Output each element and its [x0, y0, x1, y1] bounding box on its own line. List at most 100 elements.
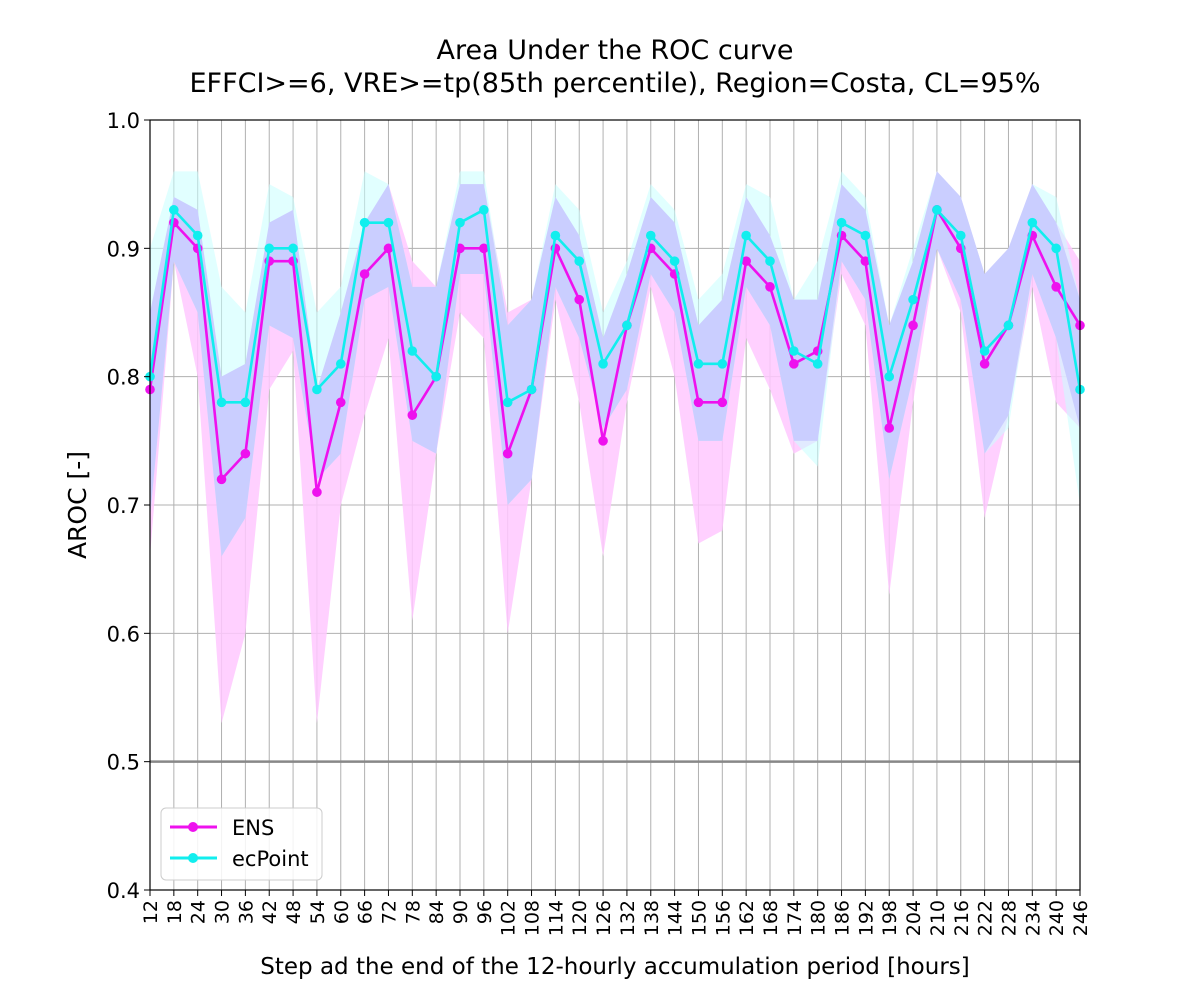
point-ecpoint — [860, 230, 871, 241]
y-axis-label: AROC [-] — [63, 451, 92, 559]
point-ecpoint — [526, 384, 537, 395]
x-axis-label: Step ad the end of the 12-hourly accumul… — [260, 954, 969, 980]
chart-subtitle: EFFCI>=6, VRE>=tp(85th percentile), Regi… — [189, 68, 1040, 99]
point-ecpoint — [550, 230, 561, 241]
point-ens — [860, 256, 871, 266]
x-tick-label: 42 — [259, 900, 281, 924]
point-ecpoint — [169, 205, 179, 215]
point-ecpoint — [1027, 217, 1038, 228]
x-tick-label: 18 — [164, 900, 186, 924]
point-ecpoint — [812, 359, 823, 369]
x-tick-label: 66 — [355, 900, 377, 924]
y-axis-ticks: 0.4 0.5 0.6 0.7 0.8 0.9 1.0 — [107, 109, 150, 903]
point-ecpoint — [765, 256, 775, 266]
x-tick-label: 144 — [665, 900, 687, 936]
point-ecpoint — [240, 397, 251, 408]
point-ecpoint — [1051, 243, 1061, 254]
band-overlap — [150, 171, 1080, 557]
point-ecpoint — [836, 217, 847, 228]
x-tick-label: 90 — [450, 900, 472, 924]
y-tick-label: 0.5 — [107, 751, 140, 775]
point-ecpoint — [312, 384, 322, 395]
x-tick-label: 204 — [903, 900, 925, 936]
x-tick-label: 222 — [975, 900, 997, 936]
y-tick-label: 0.9 — [107, 237, 140, 261]
x-tick-label: 192 — [855, 900, 877, 936]
y-tick-label: 0.6 — [107, 622, 140, 646]
y-tick-label: 0.7 — [107, 494, 140, 518]
legend-marker-ens — [188, 822, 198, 832]
x-tick-label: 168 — [760, 900, 782, 936]
x-tick-label: 120 — [569, 900, 591, 936]
point-ens — [789, 359, 799, 369]
point-ecpoint — [216, 397, 227, 408]
point-ecpoint — [884, 371, 895, 382]
point-ecpoint — [288, 243, 298, 254]
point-ens — [502, 448, 513, 459]
point-ecpoint — [789, 346, 799, 356]
point-ecpoint — [645, 230, 656, 241]
point-ecpoint — [502, 397, 513, 408]
point-ecpoint — [431, 371, 441, 382]
x-tick-label: 102 — [498, 900, 520, 936]
x-axis-ticks: 12 18 24 30 36 42 48 54 60 66 72 78 84 90 96 102 108 114 1… — [140, 890, 1092, 936]
point-ecpoint — [407, 346, 418, 356]
series-line-ens — [148, 208, 1082, 494]
point-ens — [979, 359, 990, 369]
x-tick-label: 132 — [617, 900, 639, 936]
point-ecpoint — [717, 359, 728, 369]
point-ecpoint — [669, 256, 680, 266]
x-tick-label: 12 — [140, 900, 162, 924]
point-ens — [574, 294, 585, 305]
point-ecpoint — [455, 217, 465, 228]
point-ens — [216, 474, 227, 485]
point-ecpoint — [479, 205, 489, 215]
point-ecpoint — [383, 217, 394, 228]
y-tick-label: 0.8 — [107, 366, 140, 390]
chart-title: Area Under the ROC curve — [436, 35, 793, 66]
point-ecpoint — [741, 230, 751, 241]
legend-label-ecpoint: ecPoint — [232, 847, 309, 871]
series-lines — [145, 205, 1085, 497]
point-ens — [741, 256, 751, 266]
point-ecpoint — [955, 230, 966, 241]
x-tick-label: 156 — [712, 900, 734, 936]
point-ecpoint — [932, 205, 942, 215]
point-ens — [383, 243, 394, 254]
x-tick-label: 138 — [641, 900, 663, 936]
x-tick-label: 234 — [1022, 900, 1044, 936]
point-ecpoint — [359, 217, 370, 228]
x-tick-label: 150 — [688, 900, 710, 936]
y-tick-label: 1.0 — [107, 109, 140, 133]
x-tick-label: 36 — [235, 900, 257, 924]
x-tick-label: 186 — [832, 900, 854, 936]
point-ens — [312, 487, 322, 497]
point-ens — [479, 243, 489, 254]
x-tick-label: 84 — [426, 900, 448, 924]
x-tick-label: 114 — [545, 900, 567, 936]
point-ecpoint — [979, 346, 990, 356]
point-ens — [335, 397, 346, 408]
point-ecpoint — [598, 359, 608, 369]
point-ecpoint — [622, 320, 632, 331]
point-ens — [884, 423, 895, 433]
point-ens — [1051, 282, 1061, 292]
point-ens — [359, 269, 370, 279]
x-tick-label: 30 — [212, 900, 234, 924]
x-tick-label: 228 — [998, 900, 1020, 936]
point-ecpoint — [264, 243, 275, 254]
point-ens — [765, 282, 775, 292]
point-ecpoint — [192, 230, 203, 241]
point-ens — [908, 320, 918, 331]
x-tick-label: 240 — [1046, 900, 1068, 936]
x-tick-label: 108 — [522, 900, 544, 936]
x-tick-label: 54 — [307, 900, 329, 924]
x-tick-label: 96 — [474, 900, 496, 924]
point-ecpoint — [574, 256, 585, 266]
point-ens — [717, 397, 728, 408]
x-tick-label: 180 — [808, 900, 830, 936]
point-ecpoint — [908, 294, 918, 305]
legend-label-ens: ENS — [232, 816, 274, 840]
confidence-bands — [150, 171, 1080, 724]
